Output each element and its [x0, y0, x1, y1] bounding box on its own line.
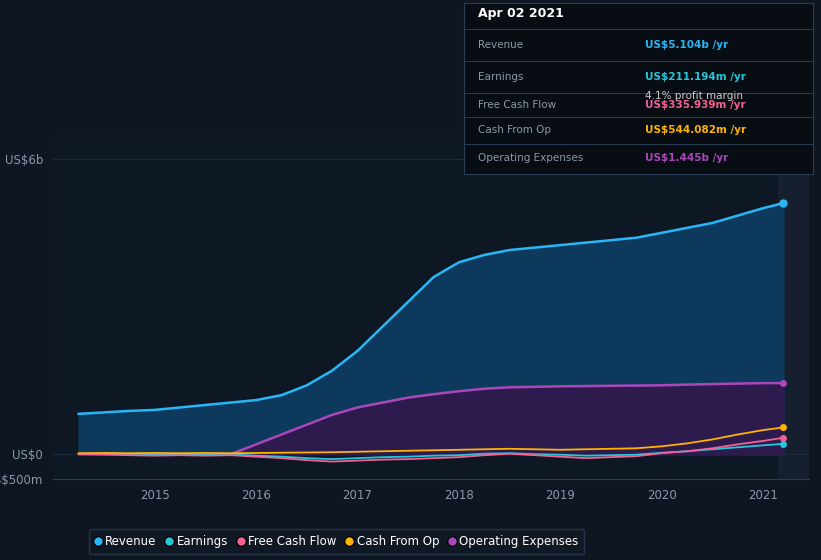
Text: Free Cash Flow: Free Cash Flow: [478, 100, 556, 110]
Text: Earnings: Earnings: [478, 72, 523, 82]
Text: Operating Expenses: Operating Expenses: [478, 153, 583, 163]
Text: US$544.082m /yr: US$544.082m /yr: [645, 125, 746, 135]
Bar: [778, 134, 809, 479]
Text: 4.1% profit margin: 4.1% profit margin: [645, 91, 743, 101]
Text: Cash From Op: Cash From Op: [478, 125, 551, 135]
Text: US$211.194m /yr: US$211.194m /yr: [645, 72, 746, 82]
Text: US$5.104b /yr: US$5.104b /yr: [645, 40, 728, 50]
Legend: Revenue, Earnings, Free Cash Flow, Cash From Op, Operating Expenses: Revenue, Earnings, Free Cash Flow, Cash …: [89, 529, 585, 554]
Text: Revenue: Revenue: [478, 40, 523, 50]
Text: US$335.939m /yr: US$335.939m /yr: [645, 100, 746, 110]
Text: US$1.445b /yr: US$1.445b /yr: [645, 153, 728, 163]
Text: Apr 02 2021: Apr 02 2021: [478, 7, 564, 20]
